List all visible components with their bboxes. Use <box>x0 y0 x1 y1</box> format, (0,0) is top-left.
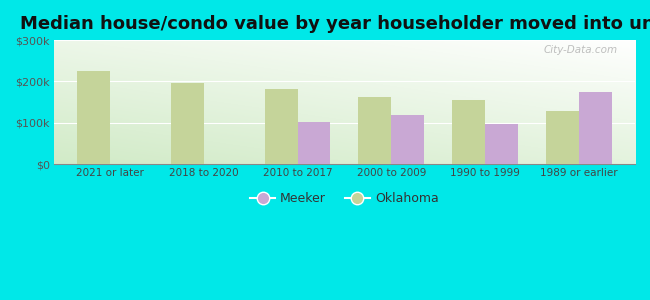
Bar <box>452 100 485 164</box>
Bar <box>171 83 204 164</box>
Text: City-Data.com: City-Data.com <box>543 45 618 55</box>
Bar <box>546 111 578 164</box>
Bar <box>391 115 424 164</box>
Bar <box>298 122 330 164</box>
Legend: Meeker, Oklahoma: Meeker, Oklahoma <box>245 187 443 210</box>
Bar <box>358 97 391 164</box>
Bar <box>485 124 518 164</box>
Bar <box>265 88 298 164</box>
Bar <box>578 92 612 164</box>
Bar <box>77 71 110 164</box>
Title: Median house/condo value by year householder moved into unit: Median house/condo value by year househo… <box>20 15 650 33</box>
